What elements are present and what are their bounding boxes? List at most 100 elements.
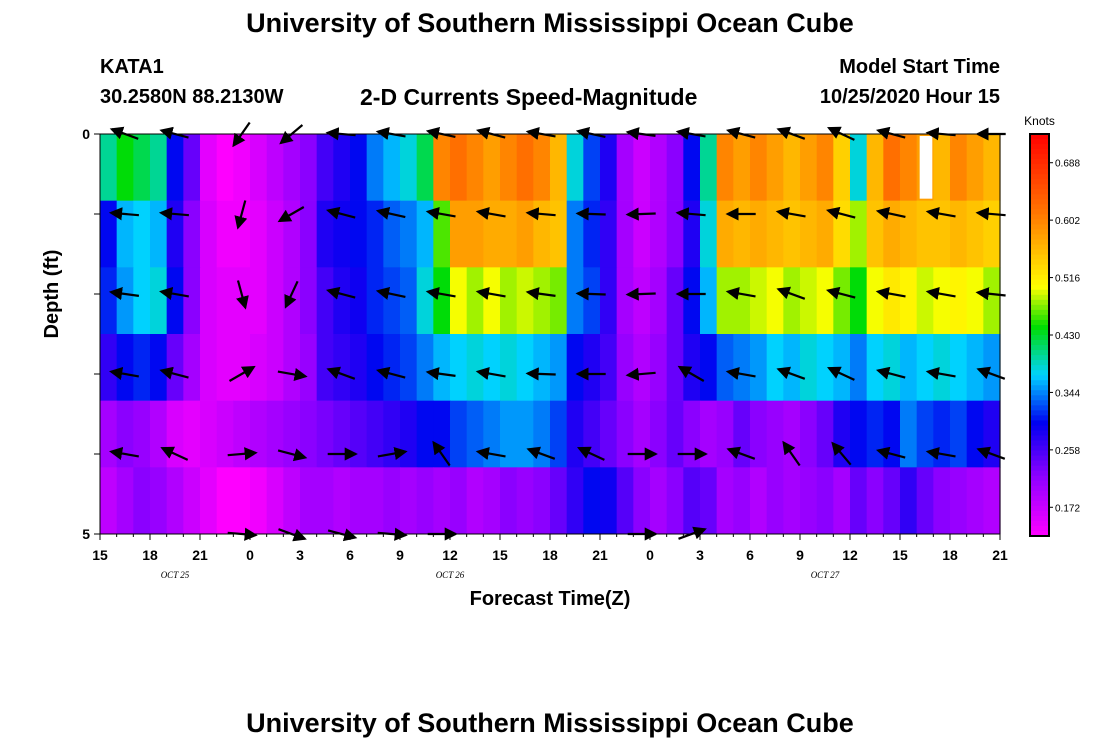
x-tick-label: 0	[246, 547, 254, 563]
heatmap-cell	[283, 467, 301, 535]
heatmap-cell	[866, 467, 884, 535]
x-tick-label: 0	[646, 547, 654, 563]
x-tick-label: 21	[592, 547, 608, 563]
colorbar-segment	[1030, 274, 1049, 281]
heatmap-cell	[683, 134, 701, 201]
heatmap-cell	[650, 400, 668, 468]
vector-arrow	[725, 366, 756, 380]
x-tick-label: 3	[296, 547, 304, 563]
colorbar-tick-label: 0.172	[1055, 503, 1080, 514]
vector-arrow	[277, 368, 308, 382]
colorbar-segment	[1030, 530, 1049, 537]
heatmap-cell	[500, 400, 518, 468]
heatmap-cell	[850, 200, 868, 268]
missing-data-cells	[919, 136, 933, 199]
heatmap-cell	[700, 467, 718, 535]
heatmap-cell	[133, 400, 151, 468]
heatmap-cell	[516, 134, 534, 201]
heatmap-cell	[933, 467, 951, 535]
heatmap-cell	[766, 200, 784, 268]
heatmap-cell	[966, 134, 984, 201]
heatmap-cell	[833, 400, 851, 468]
heatmap-cell	[650, 467, 668, 535]
y-axis-title: Depth (ft)	[41, 250, 63, 339]
colorbar-segment	[1030, 520, 1049, 527]
heatmap-cell	[533, 334, 551, 401]
heatmap-cell	[666, 334, 684, 401]
heatmap-cell	[133, 334, 151, 401]
heatmap-cell	[700, 334, 718, 401]
vector-arrow	[234, 200, 248, 230]
heatmap-cell	[800, 267, 818, 335]
vector-arrow	[158, 207, 189, 221]
colorbar-segment	[1030, 199, 1049, 205]
colorbar-segment	[1030, 455, 1049, 462]
footer-title: University of Southern Mississippi Ocean…	[246, 708, 854, 738]
heatmap-cell	[550, 400, 568, 468]
colorbar-segment	[1030, 340, 1049, 346]
heatmap-cell	[966, 400, 984, 468]
heatmap-cell	[516, 267, 534, 335]
heatmap-cell	[466, 467, 484, 535]
vector-arrow	[109, 366, 139, 380]
current-vectors	[108, 121, 1006, 542]
vector-arrow	[525, 207, 556, 221]
colorbar-segment	[1030, 430, 1049, 437]
heatmap-cell	[350, 467, 368, 535]
heatmap-cell	[716, 134, 734, 201]
heatmap-cell	[733, 334, 751, 401]
heatmap-cell	[566, 267, 584, 335]
colorbar-segment	[1030, 480, 1049, 487]
heatmap-cell	[233, 400, 251, 468]
heatmap-cell	[500, 200, 518, 268]
vector-arrow	[827, 366, 855, 381]
colorbar-segment	[1030, 229, 1049, 236]
vector-arrow	[475, 206, 506, 220]
colorbar-tick-label: 0.258	[1055, 446, 1080, 457]
colorbar-segment	[1030, 420, 1049, 427]
heatmap-cell	[883, 467, 901, 535]
vector-arrow	[326, 366, 356, 380]
heatmap-cell	[683, 400, 701, 468]
heatmap-cell	[266, 334, 284, 401]
heatmap-cell	[983, 400, 1001, 468]
heatmap-cell	[900, 267, 918, 335]
heatmap-cell	[650, 267, 668, 335]
heatmap-cell	[283, 134, 301, 201]
heatmap-cell	[916, 400, 934, 468]
vector-arrow	[425, 367, 456, 381]
heatmap-cell	[600, 200, 618, 268]
x-tick-label: 6	[746, 547, 754, 563]
heatmap-cell	[433, 200, 451, 268]
heatmap-cell	[700, 400, 718, 468]
heatmap-cell	[416, 200, 434, 268]
heatmap-cell	[433, 134, 451, 201]
heatmap-cell	[733, 467, 751, 535]
colorbar-segment	[1030, 319, 1049, 326]
heatmap-cell	[350, 134, 368, 201]
heatmap-cell	[800, 134, 818, 201]
heatmap-cell	[433, 334, 451, 401]
heatmap-cell	[650, 334, 668, 401]
heatmap-cell	[983, 467, 1001, 535]
heatmap-cell	[600, 467, 618, 535]
heatmap-cell	[116, 267, 134, 335]
colorbar-segment	[1030, 505, 1049, 512]
heatmap-cell	[733, 200, 751, 268]
heatmap-cell	[483, 334, 501, 401]
heatmap-cell	[150, 334, 168, 401]
heatmap-cell	[100, 134, 118, 201]
heatmap-cell	[800, 467, 818, 535]
x-tick-label: 21	[992, 547, 1008, 563]
heatmap-cell	[733, 134, 751, 201]
colorbar-segment	[1030, 324, 1049, 331]
heatmap-cell	[400, 200, 418, 268]
heatmap-cell	[150, 267, 168, 335]
colorbar-segment	[1030, 194, 1049, 200]
heatmap-cell	[616, 134, 634, 201]
heatmap-cell	[366, 134, 384, 201]
x-tick-label: 6	[346, 547, 354, 563]
heatmap-cell	[933, 134, 951, 201]
heatmap-cell	[783, 200, 801, 268]
vector-arrow	[875, 366, 906, 380]
